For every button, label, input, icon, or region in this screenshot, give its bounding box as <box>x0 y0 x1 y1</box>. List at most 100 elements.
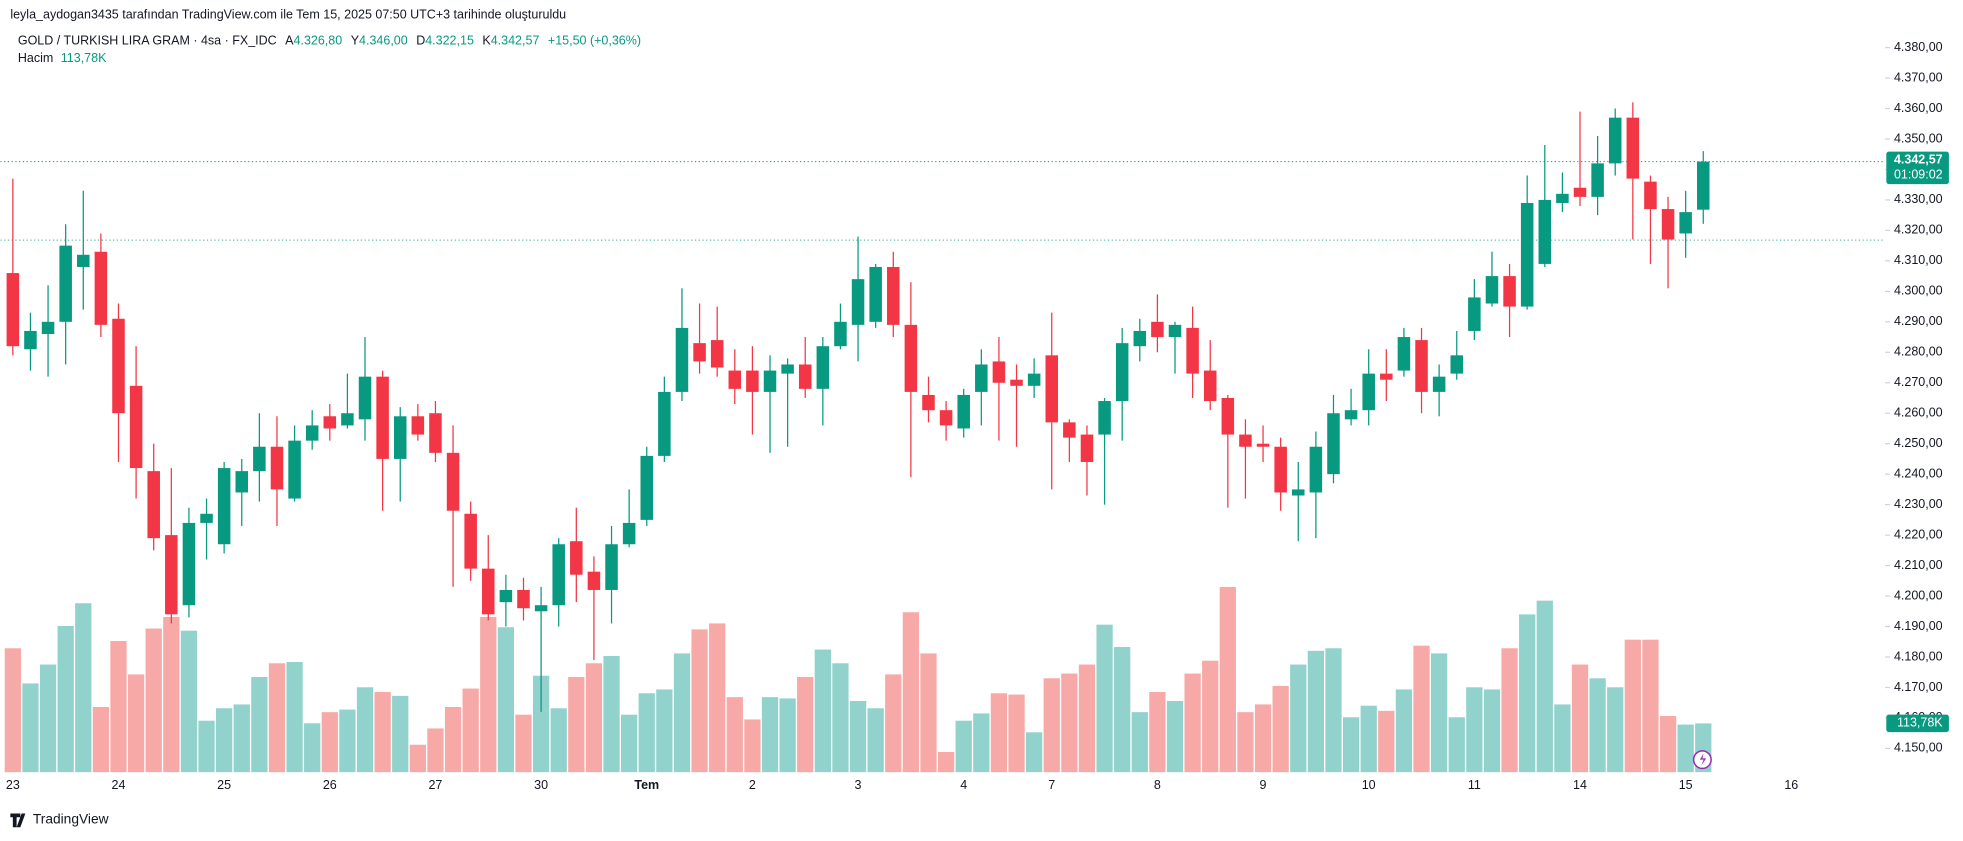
volume-bar <box>973 713 990 773</box>
candle-body <box>1503 276 1516 307</box>
candle-body <box>94 251 108 325</box>
volume-bar <box>1026 732 1043 773</box>
last-price-label: 4.342,57 <box>1894 153 1943 167</box>
volume-bar <box>726 697 743 773</box>
candle-body <box>957 394 970 429</box>
candle-body <box>570 541 583 575</box>
candle-body <box>1432 376 1446 392</box>
x-tick-label: 2 <box>749 778 756 792</box>
y-tick-label: 4.280,00 <box>1894 345 1943 359</box>
volume-bar <box>656 689 673 773</box>
candle-body <box>816 346 830 389</box>
x-tick-label: 7 <box>1048 778 1055 792</box>
candle-body <box>358 376 372 420</box>
volume-bar <box>1659 716 1677 773</box>
volume-bar <box>814 649 831 773</box>
candle-body <box>1380 373 1393 380</box>
candle-body <box>6 273 20 347</box>
candle-body <box>464 513 477 569</box>
volume-bar <box>1325 648 1342 773</box>
volume-bar <box>163 616 180 773</box>
volume-bar <box>955 720 972 773</box>
candle-body <box>41 321 55 335</box>
candle-body <box>1661 209 1675 240</box>
volume-bar <box>1483 689 1501 773</box>
candle-body <box>869 266 882 322</box>
x-tick-label: 30 <box>534 778 548 792</box>
volume-bar <box>1008 694 1025 773</box>
credit: leyla_aydogan3435 tarafından TradingView… <box>10 7 566 21</box>
candle-body <box>217 468 231 545</box>
x-tick-label: 8 <box>1154 778 1161 792</box>
candle-body <box>411 416 425 435</box>
x-tick-label: 10 <box>1362 778 1376 792</box>
volume-bar <box>1219 586 1236 773</box>
x-tick-label: 27 <box>428 778 442 792</box>
volume-bar <box>744 719 761 773</box>
candle-body <box>305 425 319 441</box>
candle-body <box>534 605 548 612</box>
price-layer <box>0 102 1884 712</box>
candle-body <box>904 324 918 392</box>
candle-body <box>147 471 160 539</box>
volume-bar <box>1166 701 1184 773</box>
volume-bar <box>515 714 532 773</box>
volume-bar <box>849 701 867 773</box>
y-tick-label: 4.150,00 <box>1894 741 1943 755</box>
candle-body <box>1556 193 1569 203</box>
volume-bar <box>709 623 726 773</box>
low-value: 4.322,15 <box>425 34 474 48</box>
high-key: Y <box>351 34 360 48</box>
volume-bar <box>268 663 286 773</box>
volume-bar <box>797 676 814 773</box>
candle-body <box>939 410 953 426</box>
candle-body <box>1626 117 1640 179</box>
volume-bar <box>621 714 638 773</box>
volume-bar <box>1307 650 1325 773</box>
candle-body <box>1010 379 1023 386</box>
x-tick-label: 16 <box>1784 778 1798 792</box>
volume-box <box>1886 714 1949 733</box>
candle-body <box>851 279 865 325</box>
candle-body <box>587 571 601 590</box>
volume-title: Hacim <box>18 51 53 65</box>
volume-bar <box>251 676 268 773</box>
candle-body <box>376 376 389 459</box>
volume-bar <box>550 708 567 773</box>
candle-body <box>1344 410 1358 420</box>
footer: TradingView <box>33 811 109 826</box>
candle-body <box>1608 117 1622 164</box>
high-value: 4.346,00 <box>359 34 408 48</box>
volume-bar <box>603 655 620 773</box>
volume-bar <box>1254 704 1272 773</box>
legend: GOLD / TURKISH LIRA GRAM · 4sa · FX_IDC … <box>18 34 641 48</box>
volume-bar <box>673 653 691 773</box>
candle-body <box>1520 202 1534 307</box>
candle-body <box>728 370 742 389</box>
volume-bar <box>339 709 356 773</box>
volume-bar <box>356 687 374 773</box>
candle-body <box>323 416 337 429</box>
volume-bar <box>1237 712 1254 773</box>
volume-bar <box>216 708 233 773</box>
candle-body <box>798 364 812 389</box>
volume-bar <box>1131 712 1148 773</box>
y-tick-label: 4.300,00 <box>1894 284 1943 298</box>
candle-body <box>288 440 301 499</box>
candle-body <box>1573 187 1587 197</box>
volume-bar <box>75 603 92 773</box>
volume-bar <box>1448 717 1465 773</box>
y-tick-label: 4.380,00 <box>1894 40 1943 54</box>
volume-bar <box>1571 664 1589 773</box>
candle-body <box>763 370 777 392</box>
volume-bar <box>1536 600 1553 773</box>
volume-bar <box>1342 717 1360 773</box>
volume-bar <box>1184 673 1201 773</box>
volume-bar <box>638 693 655 773</box>
y-tick-label: 4.190,00 <box>1894 619 1943 633</box>
candle-body <box>1203 370 1217 402</box>
candle-body <box>235 471 249 493</box>
volume-bar <box>145 628 162 773</box>
candle-body <box>1591 163 1604 197</box>
